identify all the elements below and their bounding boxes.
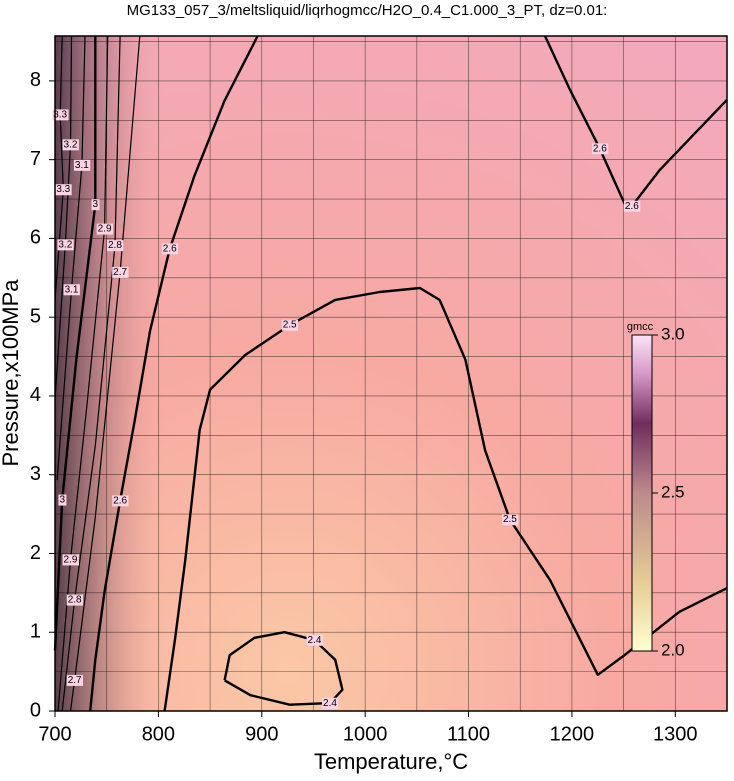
contour-label: 2.9 xyxy=(98,224,112,235)
y-tick-label: 2 xyxy=(30,542,41,564)
contour-label: 3.3 xyxy=(53,109,67,120)
x-tick-label: 900 xyxy=(245,723,278,745)
contour-line xyxy=(57,35,109,712)
contour-label: 3 xyxy=(59,495,65,506)
contour-label-background xyxy=(322,697,339,709)
y-axis-label: Pressure,x100MPa xyxy=(0,279,23,467)
contour-label: 2.6 xyxy=(593,143,607,154)
contour-label-background xyxy=(91,199,100,211)
contour-label-background xyxy=(58,494,67,506)
field-background xyxy=(55,36,727,711)
y-tick-label: 3 xyxy=(30,463,41,485)
contour-label-background xyxy=(66,674,84,686)
contour-label-background xyxy=(52,109,69,121)
contour-label: 3.2 xyxy=(58,239,72,250)
contour-label: 3.1 xyxy=(65,284,79,295)
contour-label-background xyxy=(591,143,609,155)
contour-label: 2.6 xyxy=(113,495,127,506)
contour-label: 3.2 xyxy=(64,139,78,150)
contour-line xyxy=(163,286,728,712)
y-tick-label: 4 xyxy=(30,384,41,406)
contour-label-background xyxy=(112,266,129,278)
contour-label: 2.9 xyxy=(64,554,78,565)
x-tick-label: 800 xyxy=(142,723,175,745)
contour-label-background xyxy=(112,495,129,507)
colorbar-label: gmcc xyxy=(627,321,654,333)
x-tick-label: 1100 xyxy=(447,723,490,745)
contour-label: 2.4 xyxy=(323,698,337,709)
contour-label-background xyxy=(623,200,641,212)
chart-title: MG133_057_3/meltsliquid/liqrhogmcc/H2O_0… xyxy=(127,2,608,19)
x-tick-label: 700 xyxy=(38,723,71,745)
colorbar-tick-label: 2.5 xyxy=(661,482,685,501)
contour-label-background xyxy=(161,243,179,255)
contour-label: 3.1 xyxy=(75,160,89,171)
contour-label: 2.6 xyxy=(163,243,177,254)
contour-label: 2.5 xyxy=(503,514,517,525)
contour-label: 2.8 xyxy=(68,595,82,606)
contour-label-background xyxy=(62,139,79,151)
contour-label: 3 xyxy=(93,199,99,210)
contour-line xyxy=(69,35,141,712)
contour-line xyxy=(89,35,259,712)
contour-label: 3.3 xyxy=(56,184,70,195)
y-tick-label: 0 xyxy=(30,699,41,721)
contour-label-background xyxy=(66,594,84,606)
colorbar-tick-label: 3.0 xyxy=(661,324,685,343)
contour-label-background xyxy=(281,319,299,331)
y-tick-label: 8 xyxy=(30,69,41,91)
contour-line xyxy=(53,36,97,651)
contour-line xyxy=(61,35,121,712)
contour-label-background xyxy=(63,284,80,296)
contour-label-background xyxy=(107,240,124,252)
contour-label-background xyxy=(306,634,323,646)
y-tick-label: 7 xyxy=(30,148,41,170)
contour-line xyxy=(56,35,86,481)
x-axis-label: Temperature,°C xyxy=(314,749,468,774)
contour-label-background xyxy=(501,514,519,526)
contour-label: 2.7 xyxy=(113,267,127,278)
contour-label-background xyxy=(62,554,79,566)
x-tick-label: 1200 xyxy=(550,723,595,745)
colorbar xyxy=(631,334,653,652)
x-tick-label: 1000 xyxy=(343,723,388,745)
plot-frame xyxy=(54,35,728,712)
y-tick-label: 6 xyxy=(30,227,41,249)
contour-label: 2.4 xyxy=(308,635,322,646)
y-tick-label: 1 xyxy=(30,621,41,643)
contour-line xyxy=(223,631,344,706)
contour-label: 2.7 xyxy=(68,675,82,686)
x-tick-label: 1300 xyxy=(653,723,698,745)
contour-label: 2.5 xyxy=(283,320,297,331)
contour-label-background xyxy=(57,239,74,251)
contour-label-background xyxy=(96,223,114,235)
y-tick-label: 5 xyxy=(30,305,41,327)
colorbar-tick-label: 2.0 xyxy=(661,640,685,659)
contour-label: 2.6 xyxy=(625,201,639,212)
contour-label-background xyxy=(55,184,72,196)
contour-label: 2.8 xyxy=(108,240,122,251)
contour-label-background xyxy=(73,159,91,171)
